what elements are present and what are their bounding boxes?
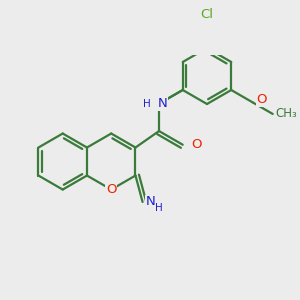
- Text: O: O: [191, 138, 202, 151]
- Text: H: H: [143, 99, 151, 109]
- Text: O: O: [106, 183, 116, 196]
- Text: N: N: [158, 97, 167, 110]
- Text: Cl: Cl: [200, 8, 214, 21]
- Text: N: N: [146, 196, 156, 208]
- Text: O: O: [256, 93, 267, 106]
- Text: H: H: [155, 203, 163, 213]
- Text: CH₃: CH₃: [275, 107, 297, 120]
